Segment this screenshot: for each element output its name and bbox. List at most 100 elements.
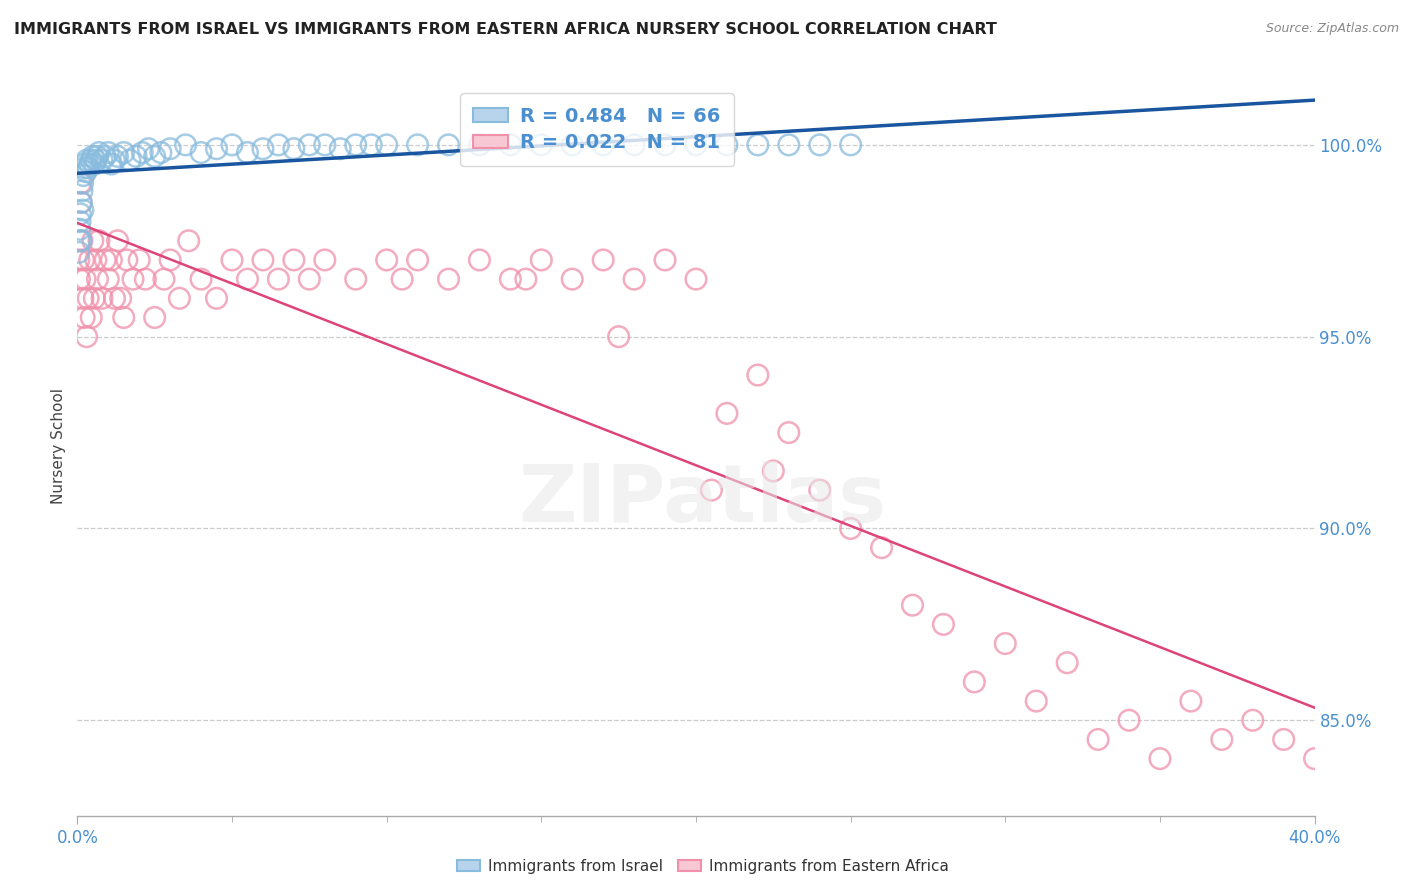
Point	[82, 149, 104, 163]
Point	[72, 169, 94, 183]
Point	[1180, 694, 1202, 708]
Point	[97, 272, 120, 286]
Point	[72, 252, 94, 267]
Point	[76, 329, 98, 343]
Point	[778, 425, 800, 440]
Point	[82, 234, 104, 248]
Point	[100, 252, 122, 267]
Point	[190, 145, 212, 160]
Point	[128, 252, 150, 267]
Point	[515, 272, 537, 286]
Point	[79, 157, 101, 171]
Point	[177, 234, 200, 248]
Point	[437, 137, 460, 152]
Point	[468, 252, 491, 267]
Point	[174, 137, 197, 152]
Point	[1272, 732, 1295, 747]
Point	[72, 176, 94, 190]
Point	[762, 464, 785, 478]
Point	[778, 137, 800, 152]
Point	[298, 137, 321, 152]
Point	[530, 137, 553, 152]
Point	[1241, 713, 1264, 727]
Point	[344, 137, 367, 152]
Point	[79, 252, 101, 267]
Point	[94, 252, 117, 267]
Point	[100, 157, 122, 171]
Point	[283, 142, 305, 156]
Point	[236, 145, 259, 160]
Point	[623, 137, 645, 152]
Point	[994, 636, 1017, 650]
Point	[134, 272, 156, 286]
Point	[839, 521, 862, 535]
Y-axis label: Nursery School: Nursery School	[51, 388, 66, 504]
Point	[70, 184, 93, 198]
Point	[69, 234, 91, 248]
Point	[716, 406, 738, 420]
Point	[437, 272, 460, 286]
Point	[221, 137, 243, 152]
Point	[391, 272, 413, 286]
Point	[70, 234, 93, 248]
Point	[499, 137, 522, 152]
Point	[86, 272, 108, 286]
Point	[77, 161, 100, 175]
Point	[932, 617, 955, 632]
Point	[103, 291, 125, 305]
Point	[468, 137, 491, 152]
Point	[69, 214, 91, 228]
Point	[1056, 656, 1078, 670]
Point	[700, 483, 723, 497]
Point	[75, 157, 96, 171]
Point	[654, 137, 676, 152]
Point	[1303, 751, 1326, 765]
Point	[70, 195, 93, 210]
Point	[86, 149, 108, 163]
Point	[205, 291, 228, 305]
Point	[592, 137, 614, 152]
Point	[72, 291, 94, 305]
Point	[654, 252, 676, 267]
Point	[84, 153, 107, 168]
Point	[190, 272, 212, 286]
Point	[131, 145, 153, 160]
Point	[747, 368, 769, 382]
Point	[107, 234, 129, 248]
Point	[1025, 694, 1047, 708]
Point	[87, 145, 110, 160]
Point	[298, 272, 321, 286]
Point	[236, 272, 259, 286]
Legend: R = 0.484   N = 66, R = 0.022   N = 81: R = 0.484 N = 66, R = 0.022 N = 81	[460, 93, 734, 166]
Point	[83, 291, 105, 305]
Point	[112, 145, 135, 160]
Point	[169, 291, 191, 305]
Point	[73, 161, 96, 175]
Point	[685, 272, 707, 286]
Point	[221, 252, 243, 267]
Point	[122, 272, 145, 286]
Point	[143, 310, 166, 325]
Point	[107, 149, 129, 163]
Point	[406, 252, 429, 267]
Point	[94, 149, 117, 163]
Point	[70, 195, 93, 210]
Point	[561, 137, 583, 152]
Point	[91, 153, 114, 168]
Point	[1211, 732, 1233, 747]
Point	[153, 272, 176, 286]
Point	[252, 252, 274, 267]
Point	[314, 137, 336, 152]
Point	[73, 310, 96, 325]
Point	[77, 291, 100, 305]
Point	[716, 137, 738, 152]
Point	[67, 245, 90, 260]
Text: Source: ZipAtlas.com: Source: ZipAtlas.com	[1265, 22, 1399, 36]
Point	[84, 252, 107, 267]
Point	[901, 598, 924, 612]
Point	[839, 137, 862, 152]
Point	[252, 142, 274, 156]
Point	[159, 142, 181, 156]
Point	[406, 137, 429, 152]
Text: IMMIGRANTS FROM ISRAEL VS IMMIGRANTS FROM EASTERN AFRICA NURSERY SCHOOL CORRELAT: IMMIGRANTS FROM ISRAEL VS IMMIGRANTS FRO…	[14, 22, 997, 37]
